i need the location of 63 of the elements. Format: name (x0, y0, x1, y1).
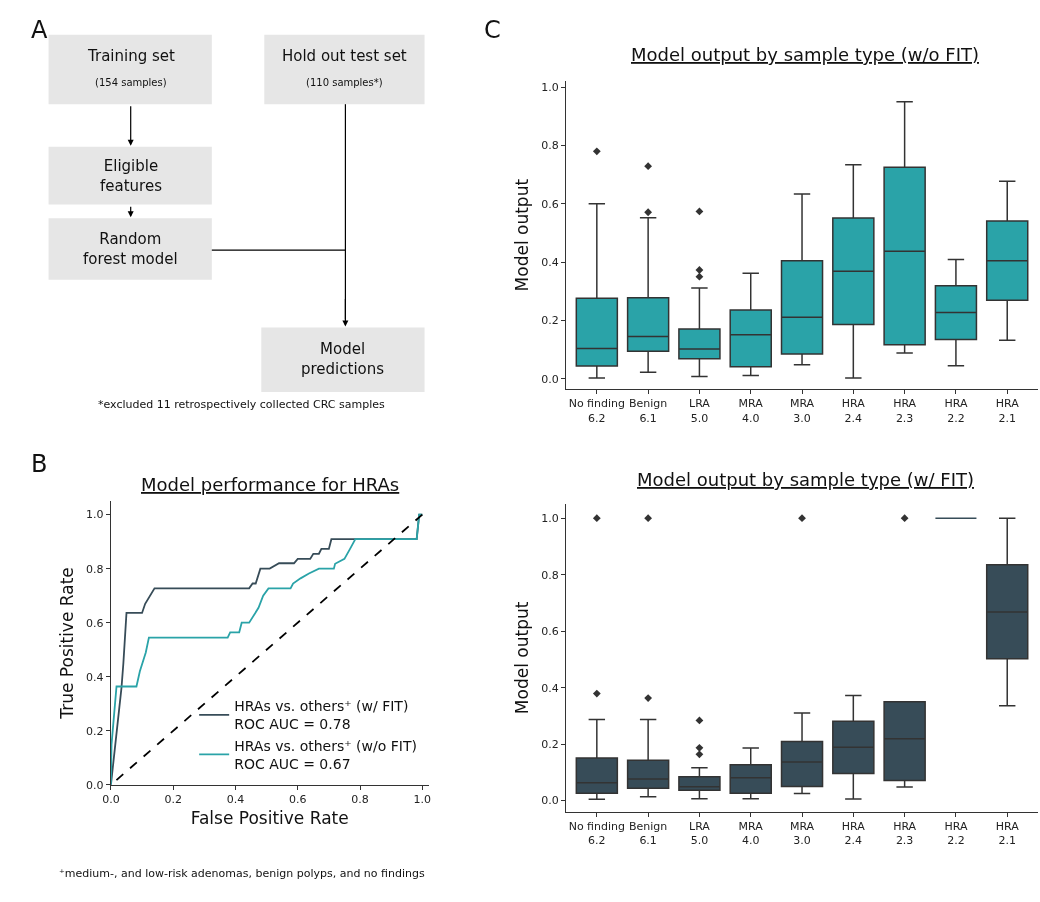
text: C (484, 16, 501, 44)
x-tick-label: 0.6 (288, 793, 307, 807)
text: Eligible features (100, 157, 163, 195)
x-tick-label: MRA 3.0 (789, 397, 815, 425)
x-tick-label: 0.2 (164, 793, 182, 807)
x-tick-label: HRA 2.4 (841, 819, 866, 848)
x-tick-label: HRA 2.1 (995, 397, 1020, 425)
y-tick-label: 1.0 (541, 81, 559, 95)
y-tick-label: 0.2 (541, 738, 559, 751)
y-tick-label: 1.0 (541, 512, 559, 526)
x-tick-label: HRA 2.2 (944, 819, 968, 848)
y-tick-label: 1.0 (86, 508, 104, 522)
y-tick-label: 0.8 (541, 568, 559, 582)
y-tick-label: 0.6 (541, 197, 559, 211)
y-tick-label: 0.8 (541, 139, 559, 153)
x-tick-label: MRA 4.0 (738, 397, 764, 425)
y-tick-label: 0.4 (541, 255, 559, 269)
x-tick-label: 0.8 (351, 793, 369, 807)
text: Training set (87, 47, 175, 65)
x-tick-label: No finding 6.2 (568, 397, 625, 425)
y-tick-label: 0.4 (86, 670, 104, 684)
y-tick-label: 0.0 (541, 372, 559, 386)
x-tick-label: HRA 2.2 (944, 397, 968, 425)
y-tick-label: 0.0 (86, 778, 104, 792)
legend-label: HRAs vs. others⁺ (w/ FIT) ROC AUC = 0.78 (234, 698, 409, 733)
text: ⁺medium-, and low-risk adenomas, benign polyps, and no findings (59, 867, 425, 880)
y-axis-title: Model output (511, 601, 532, 715)
x-tick-label: LRA 5.0 (689, 397, 711, 425)
x-tick-label: No finding 6.2 (568, 819, 625, 848)
x-tick-label: MRA 4.0 (738, 819, 764, 848)
y-tick-label: 0.8 (86, 562, 104, 576)
chart-title: Model performance for HRAs (141, 474, 400, 495)
legend-label: HRAs vs. others⁺ (w/o FIT) ROC AUC = 0.67 (234, 737, 417, 772)
y-axis-title: Model output (511, 178, 532, 292)
y-tick-label: 0.2 (541, 314, 559, 328)
text: B (31, 450, 48, 478)
x-tick-label: Benign 6.1 (628, 397, 668, 425)
y-tick-label: 0.4 (541, 681, 559, 695)
x-axis-title: False Positive Rate (190, 807, 349, 828)
x-tick-label: MRA 3.0 (789, 819, 815, 848)
chart-title: Model output by sample type (w/ FIT) (637, 469, 974, 490)
x-tick-label: 0.4 (226, 793, 245, 807)
text: (110 samples*) (306, 77, 383, 88)
x-tick-label: 0.0 (102, 793, 120, 807)
x-tick-label: HRA 2.4 (841, 397, 866, 425)
line-series (110, 513, 424, 785)
text: Hold out test set (282, 47, 407, 65)
x-tick-label: 1.0 (413, 793, 432, 807)
chart-title: Model output by sample type (w/o FIT) (631, 44, 979, 65)
text: *excluded 11 retrospectively collected CRC samples (98, 398, 386, 411)
text: (154 samples) (95, 77, 167, 88)
text: Random forest model (83, 230, 178, 268)
x-tick-label: LRA 5.0 (689, 819, 711, 848)
y-axis-title: True Positive Rate (56, 567, 77, 720)
x-tick-label: HRA 2.3 (893, 819, 917, 848)
x-tick-label: HRA 2.3 (893, 397, 917, 425)
x-tick-label: Benign 6.1 (628, 819, 668, 848)
y-tick-label: 0.6 (86, 616, 104, 630)
text: Model predictions (301, 340, 385, 378)
y-tick-label: 0.2 (86, 724, 104, 738)
text: A (31, 16, 48, 44)
y-tick-label: 0.6 (541, 625, 559, 639)
x-tick-label: HRA 2.1 (995, 819, 1020, 848)
